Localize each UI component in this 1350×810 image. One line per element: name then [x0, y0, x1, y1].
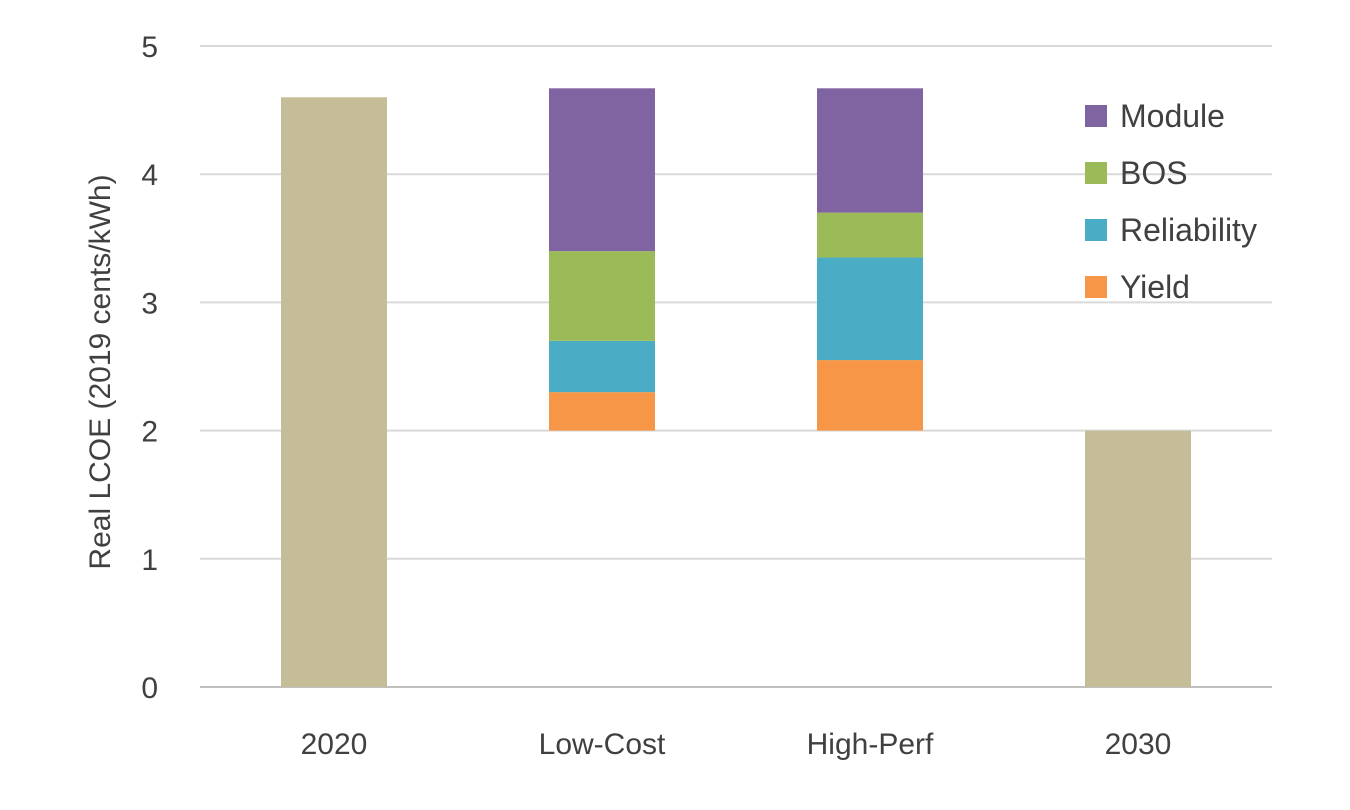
y-tick-label: 3	[141, 287, 158, 320]
bar-segment-low-cost-bos	[549, 251, 655, 341]
bar-segment-high-perf-bos	[817, 212, 923, 258]
x-tick-labels: 2020 Low-Cost High-Perf 2030	[301, 728, 1172, 761]
legend-swatch-bos	[1085, 162, 1107, 184]
legend-swatch-module	[1085, 105, 1107, 127]
bar-segment-high-perf-module	[817, 88, 923, 213]
bars	[281, 88, 1191, 687]
bar-segment-low-cost-reliability	[549, 340, 655, 393]
y-tick-label: 0	[141, 672, 158, 705]
legend: Module BOS Reliability Yield	[1085, 98, 1257, 305]
y-axis-title: Real LCOE (2019 cents/kWh)	[84, 174, 117, 569]
y-tick-label: 1	[141, 544, 158, 577]
x-tick-label: 2030	[1105, 728, 1172, 761]
x-tick-label: Low-Cost	[539, 728, 666, 761]
legend-label-yield: Yield	[1120, 269, 1190, 305]
y-tick-label: 4	[141, 159, 158, 192]
bar-segment-high-perf-reliability	[817, 257, 923, 361]
bar-2030	[1085, 430, 1191, 687]
legend-label-reliability: Reliability	[1120, 212, 1257, 248]
legend-swatch-yield	[1085, 276, 1107, 298]
x-tick-label: High-Perf	[807, 728, 934, 761]
bar-segment-low-cost-yield	[549, 392, 655, 431]
legend-label-module: Module	[1120, 98, 1225, 134]
y-tick-labels: 0 1 2 3 4 5	[141, 31, 158, 705]
x-tick-label: 2020	[301, 728, 368, 761]
bar-2020	[281, 97, 387, 687]
legend-label-bos: BOS	[1120, 155, 1188, 191]
legend-swatch-reliability	[1085, 219, 1107, 241]
bar-segment-high-perf-yield	[817, 360, 923, 431]
y-tick-label: 2	[141, 416, 158, 449]
y-tick-label: 5	[141, 31, 158, 64]
bar-segment-low-cost-module	[549, 88, 655, 252]
